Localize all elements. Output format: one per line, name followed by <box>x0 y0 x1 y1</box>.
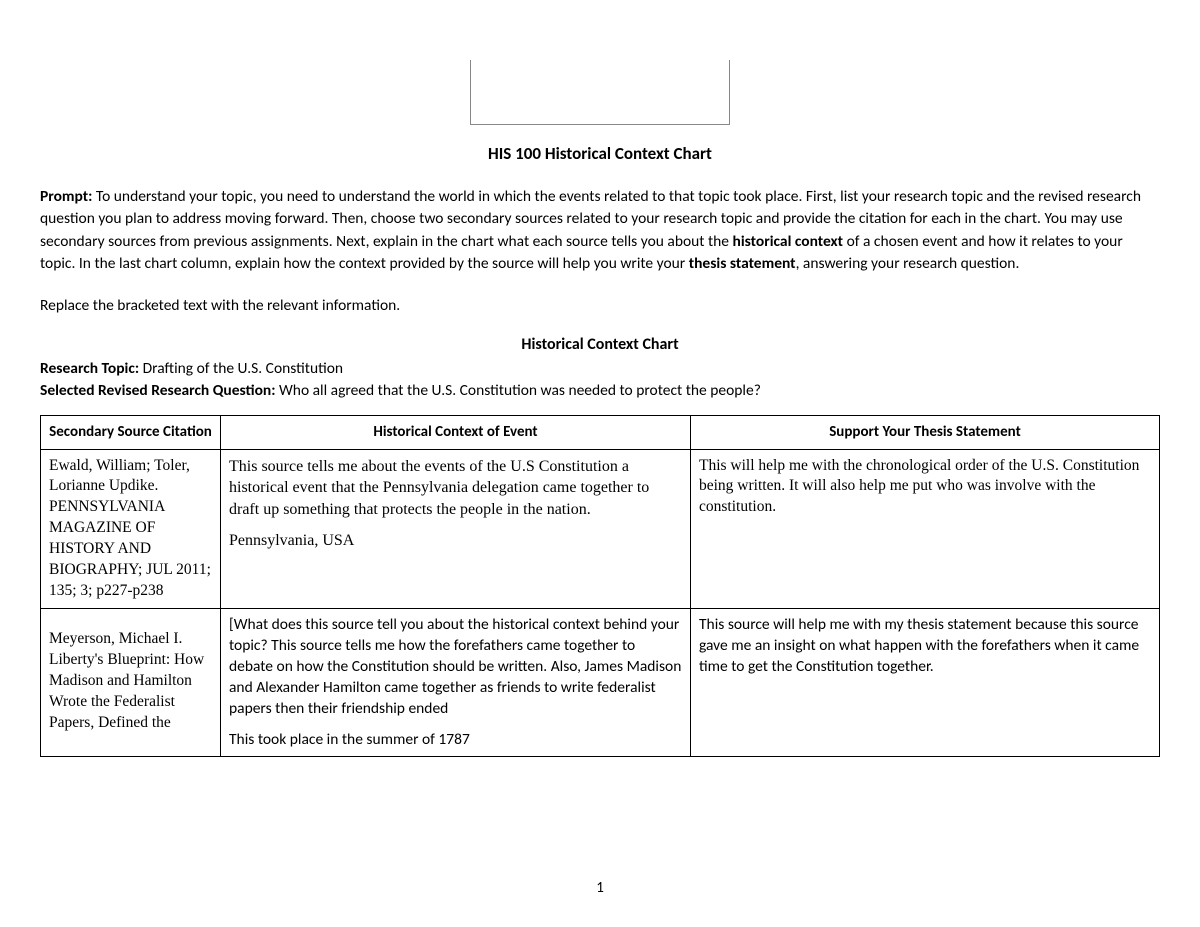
header-context: Historical Context of Event <box>221 416 691 449</box>
table-row: Meyerson, Michael I. Liberty's Blueprint… <box>41 608 1160 757</box>
context-paragraph-2: Pennsylvania, USA <box>229 530 682 552</box>
meta-block: Research Topic: Drafting of the U.S. Con… <box>40 358 1160 401</box>
prompt-bold-2: thesis statement <box>689 254 796 273</box>
prompt-bold-1: historical context <box>733 232 844 251</box>
research-topic-label: Research Topic: <box>40 359 139 378</box>
cell-context: [What does this source tell you about th… <box>221 608 691 757</box>
prompt-label: Prompt: <box>40 187 92 206</box>
header-citation: Secondary Source Citation <box>41 416 221 449</box>
logo-placeholder <box>470 60 730 125</box>
page-number: 1 <box>0 879 1200 897</box>
cell-citation: Ewald, William; Toler, Lorianne Updike. … <box>41 449 221 608</box>
research-topic-line: Research Topic: Drafting of the U.S. Con… <box>40 358 1160 380</box>
prompt-paragraph: Prompt: To understand your topic, you ne… <box>40 186 1160 276</box>
context-paragraph-2: This took place in the summer of 1787 <box>229 730 682 751</box>
document-title: HIS 100 Historical Context Chart <box>40 143 1160 164</box>
chart-title: Historical Context Chart <box>40 335 1160 354</box>
replace-instruction: Replace the bracketed text with the rele… <box>40 296 1160 315</box>
research-question-line: Selected Revised Research Question: Who … <box>40 380 1160 402</box>
prompt-text-3: , answering your research question. <box>796 254 1020 273</box>
context-paragraph-1: This source tells me about the events of… <box>229 456 682 521</box>
cell-thesis: This source will help me with my thesis … <box>691 608 1160 757</box>
table-header-row: Secondary Source Citation Historical Con… <box>41 416 1160 449</box>
document-page: HIS 100 Historical Context Chart Prompt:… <box>0 0 1200 927</box>
cell-context: This source tells me about the events of… <box>221 449 691 608</box>
research-question-value: Who all agreed that the U.S. Constitutio… <box>276 381 761 400</box>
cell-thesis: This will help me with the chronological… <box>691 449 1160 608</box>
header-thesis: Support Your Thesis Statement <box>691 416 1160 449</box>
context-table: Secondary Source Citation Historical Con… <box>40 415 1160 757</box>
table-row: Ewald, William; Toler, Lorianne Updike. … <box>41 449 1160 608</box>
cell-citation: Meyerson, Michael I. Liberty's Blueprint… <box>41 608 221 757</box>
research-topic-value: Drafting of the U.S. Constitution <box>139 359 343 378</box>
context-paragraph-1: [What does this source tell you about th… <box>229 615 682 720</box>
research-question-label: Selected Revised Research Question: <box>40 381 276 400</box>
